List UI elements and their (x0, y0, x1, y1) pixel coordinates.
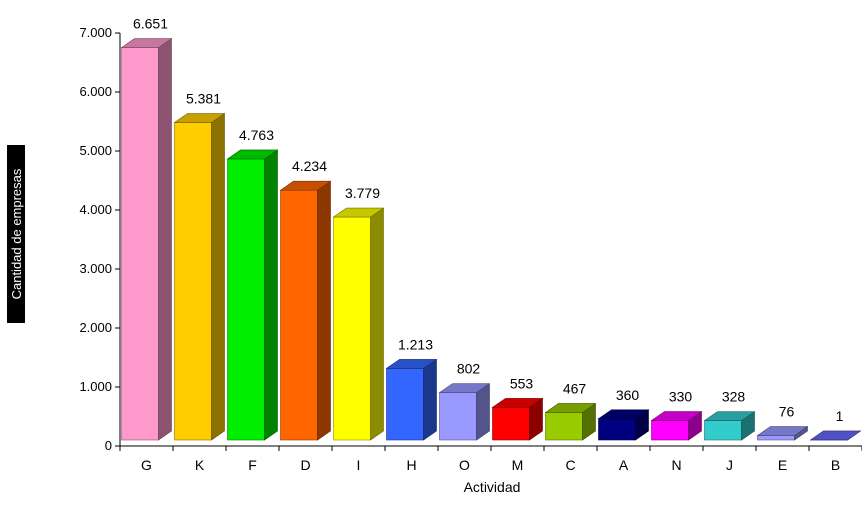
bar-front (492, 407, 530, 441)
bar-D (279, 180, 332, 441)
data-label-B: 1 (836, 408, 844, 424)
bar-top (120, 38, 173, 48)
bar-A (597, 409, 650, 441)
x-tick-label-C: C (565, 457, 575, 473)
y-axis-title-text: Cantidad de empresas (9, 168, 24, 299)
bar-top (438, 383, 491, 393)
bar-side (264, 149, 278, 441)
bar-N (650, 410, 703, 441)
data-label-M: 553 (510, 375, 534, 391)
bar-front (439, 392, 477, 441)
x-tick-label-E: E (778, 457, 787, 473)
bar-top (597, 409, 650, 420)
bar-front (121, 47, 159, 441)
bars-layer (120, 38, 862, 441)
x-tick-label-B: B (831, 457, 840, 473)
bar-side (317, 180, 331, 441)
x-tick-label-D: D (300, 457, 310, 473)
x-tick-label-I: I (357, 457, 361, 473)
bar-top (226, 149, 279, 160)
bar-K (173, 112, 226, 441)
bar-front (704, 420, 742, 441)
bar-G (120, 38, 173, 441)
bar-E (756, 425, 809, 441)
bar-B (809, 430, 862, 441)
bar-front (757, 435, 795, 441)
x-tick-label-H: H (406, 457, 416, 473)
y-tick-label: 2.000 (79, 320, 112, 335)
x-tick-label-N: N (671, 457, 681, 473)
x-tick-label-F: F (248, 457, 257, 473)
bar-side (476, 383, 490, 441)
data-label-I: 3.779 (345, 185, 380, 201)
y-axis-title-box (7, 145, 25, 323)
bar-M (491, 397, 544, 441)
bar-top (491, 398, 544, 408)
x-tick-label-J: J (726, 457, 733, 473)
data-label-J: 328 (722, 389, 746, 405)
bar-front (651, 420, 689, 441)
y-tick-label: 1.000 (79, 379, 112, 394)
bar-top (279, 180, 332, 191)
y-tick-label: 0 (105, 438, 112, 453)
bar-H (385, 358, 438, 441)
bar-front (333, 216, 371, 441)
bar-front (174, 122, 212, 441)
bar-front (598, 418, 636, 441)
x-tick-label-G: G (141, 457, 152, 473)
bar-top (544, 403, 597, 413)
data-label-D: 4.234 (292, 158, 327, 174)
bar-I (332, 207, 385, 441)
bar-top (332, 207, 385, 218)
bar-front (227, 158, 265, 441)
data-label-N: 330 (669, 389, 693, 405)
data-label-E: 76 (779, 404, 795, 420)
bar-front (386, 368, 424, 441)
data-label-A: 360 (616, 387, 640, 403)
data-label-K: 5.381 (186, 91, 221, 107)
bar-front (280, 189, 318, 441)
y-tick-label: 6.000 (79, 84, 112, 99)
bar-O (438, 383, 491, 441)
y-tick-label: 7.000 (79, 25, 112, 40)
bar-side (211, 112, 225, 441)
bar-side (370, 207, 384, 441)
data-label-H: 1.213 (398, 336, 433, 352)
x-tick-label-A: A (619, 457, 629, 473)
bar-top (650, 411, 703, 421)
bar-side (158, 38, 172, 441)
data-label-O: 802 (457, 361, 481, 377)
labels-layer: 0 1.000 2.000 3.000 4.000 5.000 6.000 7.000 6.65… (79, 16, 862, 473)
y-tick-label: 3.000 (79, 261, 112, 276)
bar-C (544, 402, 597, 441)
bar-top (756, 426, 809, 436)
data-label-G: 6.651 (133, 16, 168, 32)
x-tick-label-M: M (512, 457, 524, 473)
x-tick-label-K: K (195, 457, 205, 473)
y-axis-title: Cantidad de empresas (7, 145, 25, 323)
x-axis-title: Actividad (464, 479, 521, 495)
data-label-C: 467 (563, 380, 587, 396)
y-tick-label: 5.000 (79, 143, 112, 158)
y-tick-label: 4.000 (79, 202, 112, 217)
bar-top (703, 411, 756, 421)
bar-side (423, 358, 437, 441)
bar-top (173, 113, 226, 123)
bar-J (703, 411, 756, 441)
bar-F (226, 149, 279, 441)
x-tick-label-O: O (459, 457, 470, 473)
bar-top (809, 430, 862, 441)
bar-top (385, 359, 438, 369)
data-label-F: 4.763 (239, 127, 274, 143)
bar-front (545, 412, 583, 441)
